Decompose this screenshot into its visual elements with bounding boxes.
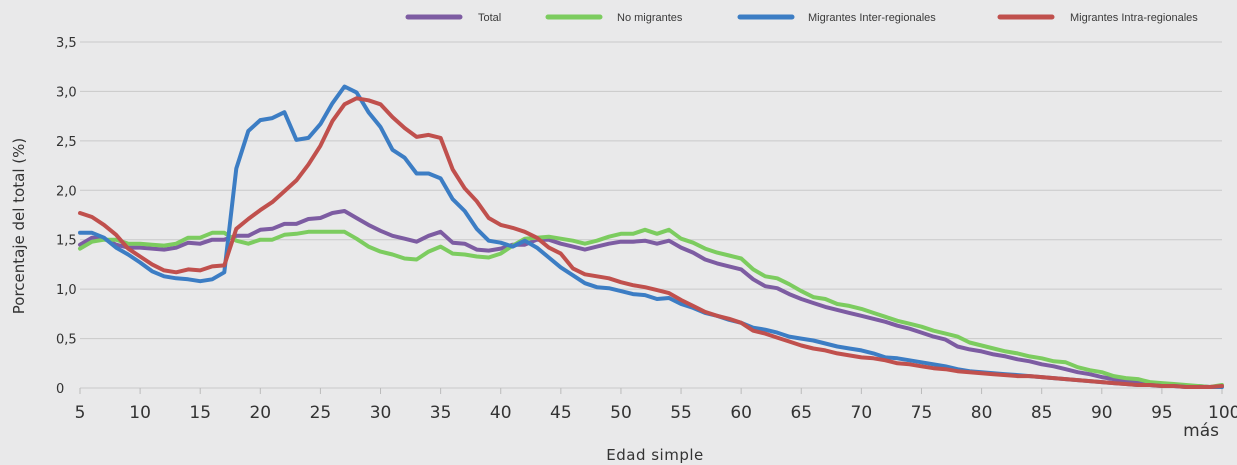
series-line-migrantes-inter-regionales	[78, 84, 1224, 389]
x-tick-label: 40	[490, 403, 512, 423]
x-tick-label: 80	[971, 403, 993, 423]
x-tick-label: 75	[911, 403, 933, 423]
x-tick-label: 95	[1151, 403, 1173, 423]
x-axis-title: Edad simple	[606, 446, 704, 464]
legend-label: No migrantes	[617, 12, 683, 24]
legend: Total No migrantes Migrantes Inter-regiona…	[405, 12, 1198, 24]
x-tick-label: 50	[610, 403, 632, 423]
x-tick-label: 25	[310, 403, 332, 423]
gridlines	[80, 41, 1222, 389]
x-tick-label: 65	[790, 403, 812, 423]
y-tick-label: 3,5	[56, 36, 77, 51]
y-tick-label: 2,0	[56, 184, 77, 199]
x-tick-label: 100 y	[1208, 403, 1237, 423]
x-tick-label: 10	[129, 403, 151, 423]
x-tick-label: 35	[430, 403, 452, 423]
x-tick-label: 15	[189, 403, 211, 423]
y-tick-label: 3,0	[56, 85, 77, 100]
y-tick-label: 1,0	[56, 283, 77, 298]
y-axis-ticks: 0 0,5 1,0 1,5 2,0 2,5 3,0 3,5	[56, 36, 77, 397]
y-axis-title: Porcentaje del total (%)	[10, 138, 28, 314]
x-tick-label: 45	[550, 403, 572, 423]
series-line-no-migrantes	[78, 227, 1224, 389]
x-tick-label: 30	[370, 403, 392, 423]
x-tick-label: 5	[75, 403, 86, 423]
y-tick-label: 1,5	[56, 234, 77, 249]
legend-label: Migrantes Inter-regionales	[808, 12, 936, 24]
legend-label: Total	[478, 12, 501, 24]
x-tick-label: 90	[1091, 403, 1113, 423]
x-tick-label: 70	[851, 403, 873, 423]
legend-label: Migrantes Intra-regionales	[1070, 12, 1198, 24]
x-tick-label-suffix: más	[1183, 421, 1219, 441]
x-axis-ticks: 5 10 15 20 25 30 35 40 45 50 55 60 65 70 75 80 85 90 95 100…	[75, 388, 1237, 441]
series-group	[78, 84, 1224, 389]
x-tick-label: 60	[730, 403, 752, 423]
series-line-total	[78, 209, 1224, 389]
y-tick-label: 2,5	[56, 135, 77, 150]
series-line-migrantes-intra-regionales	[78, 96, 1224, 389]
x-tick-label: 55	[670, 403, 692, 423]
x-tick-label: 85	[1031, 403, 1053, 423]
y-tick-label: 0,5	[56, 333, 77, 348]
y-tick-label: 0	[56, 382, 64, 397]
x-tick-label: 20	[249, 403, 271, 423]
